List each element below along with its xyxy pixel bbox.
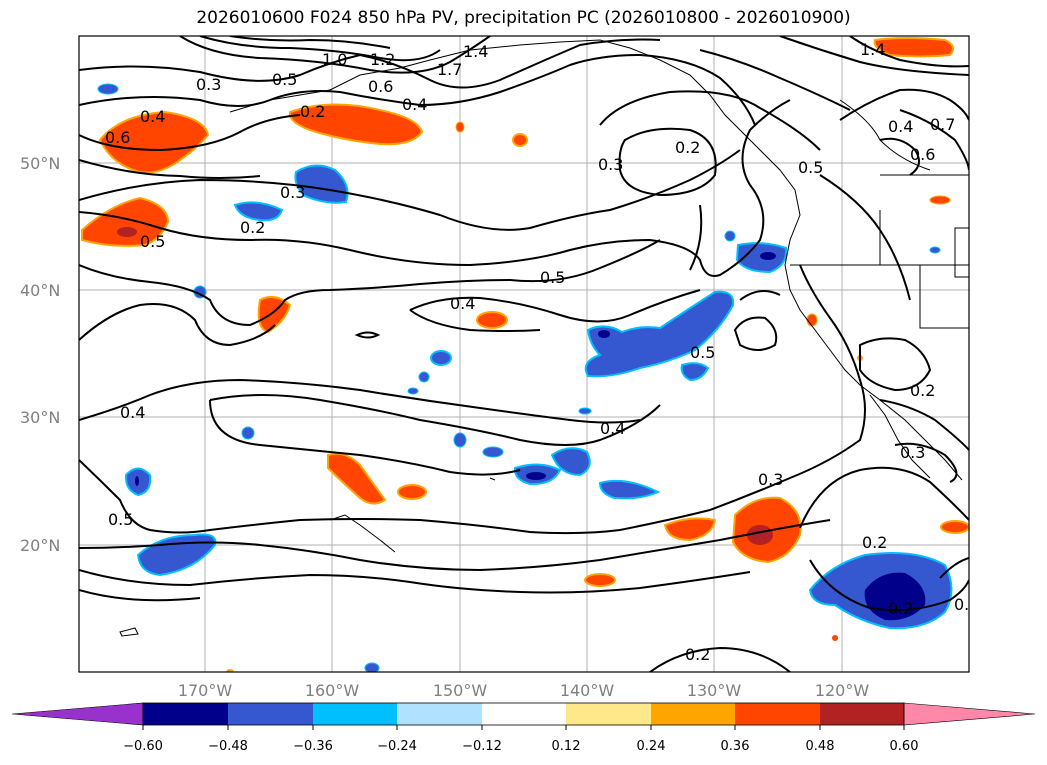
colorbar-segment <box>11 702 144 726</box>
colorbar-segment <box>735 703 820 725</box>
gridlines <box>79 36 969 672</box>
contour-label: 0.2 <box>862 533 887 552</box>
contour-label: 0.6 <box>105 128 130 147</box>
lon-label-170w: 170°W <box>178 681 233 700</box>
contour-label: 0.4 <box>600 419 625 438</box>
colorbar-tick-label: −0.48 <box>208 739 248 754</box>
colorbar-segment <box>228 703 313 725</box>
longitude-labels: 170°W 160°W 150°W 140°W 130°W 120°W <box>178 681 870 700</box>
contour-label: 0.2 <box>240 218 265 237</box>
colorbar: −0.60 −0.48 −0.36 −0.24 −0.12 0.12 0.24 … <box>11 702 1036 754</box>
contour-label: 0.5 <box>140 232 165 251</box>
colorbar-segment <box>143 703 228 725</box>
colorbar-segment <box>651 703 735 725</box>
contour-label: 0.3 <box>280 183 305 202</box>
colorbar-tick-label: −0.12 <box>462 739 502 754</box>
lat-label-20n: 20°N <box>20 536 60 555</box>
colorbar-segment <box>397 703 482 725</box>
colorbar-tick-label: −0.60 <box>123 739 163 754</box>
positive-anomaly-areas <box>81 37 969 672</box>
contour-label: 1.4 <box>463 42 488 61</box>
contour-label: 0.6 <box>910 145 935 164</box>
colorbar-tick-label: 0.12 <box>552 739 581 754</box>
lat-label-40n: 40°N <box>20 281 60 300</box>
contour-label: 1.2 <box>370 50 395 69</box>
contour-label: 0.2 <box>675 138 700 157</box>
map-frame <box>78 35 970 673</box>
contour-label: 0.6 <box>368 77 393 96</box>
lon-label-130w: 130°W <box>687 681 742 700</box>
pv-contours <box>79 36 969 672</box>
contour-label: 0.2 <box>300 102 325 121</box>
lon-label-120w: 120°W <box>815 681 870 700</box>
contour-label: 1.7 <box>437 60 462 79</box>
contour-label: 0.4 <box>140 107 165 126</box>
colorbar-tick-label: −0.36 <box>293 739 333 754</box>
lon-label-140w: 140°W <box>560 681 615 700</box>
map-title: 2026010600 F024 850 hPa PV, precipitatio… <box>196 8 851 28</box>
contour-label: 0.7 <box>930 115 955 134</box>
contour-label: 0.3 <box>196 75 221 94</box>
contour-label: 0.5 <box>540 268 565 287</box>
negative-anomaly-areas <box>97 83 953 672</box>
contour-label: 0.4 <box>888 117 913 136</box>
colorbar-segment <box>820 703 904 725</box>
colorbar-segment <box>482 703 566 725</box>
contour-label: 0.5 <box>272 70 297 89</box>
contour-label: 0.5 <box>798 158 823 177</box>
colorbar-tick-label: 0.36 <box>721 739 750 754</box>
contour-label: 0.2 <box>685 645 710 664</box>
colorbar-segment <box>903 702 1036 726</box>
lat-label-30n: 30°N <box>20 408 60 427</box>
contour-label: 0.5 <box>108 510 133 529</box>
colorbar-segment <box>313 703 397 725</box>
colorbar-tick-label: 0.24 <box>637 739 666 754</box>
colorbar-tick-label: 0.60 <box>890 739 919 754</box>
latitude-labels: 50°N 40°N 30°N 20°N <box>20 154 60 555</box>
contour-label: 0.2 <box>954 595 979 614</box>
contour-label: 1.0 <box>322 50 347 69</box>
lon-label-160w: 160°W <box>305 681 360 700</box>
contour-label: 1.4 <box>860 40 885 59</box>
colorbar-segment <box>566 703 651 725</box>
contour-label: 0.4 <box>120 403 145 422</box>
lat-label-50n: 50°N <box>20 154 60 173</box>
contour-label: 0.2 <box>910 381 935 400</box>
contour-label: 0.4 <box>450 294 475 313</box>
contour-label: 0.5 <box>690 343 715 362</box>
colorbar-tick-label: −0.24 <box>377 739 417 754</box>
colorbar-tick-label: 0.48 <box>806 739 835 754</box>
contour-label: 0.4 <box>402 95 427 114</box>
coastlines <box>119 39 969 637</box>
contour-labels: 0.3 0.5 1.0 1.2 1.4 1.7 1.4 0.6 0.4 0.2 … <box>105 40 979 664</box>
contour-label: 0.3 <box>598 155 623 174</box>
lon-label-150w: 150°W <box>433 681 488 700</box>
contour-label: 0.2 <box>888 599 913 618</box>
contour-label: 0.3 <box>900 443 925 462</box>
contour-label: 0.3 <box>758 470 783 489</box>
